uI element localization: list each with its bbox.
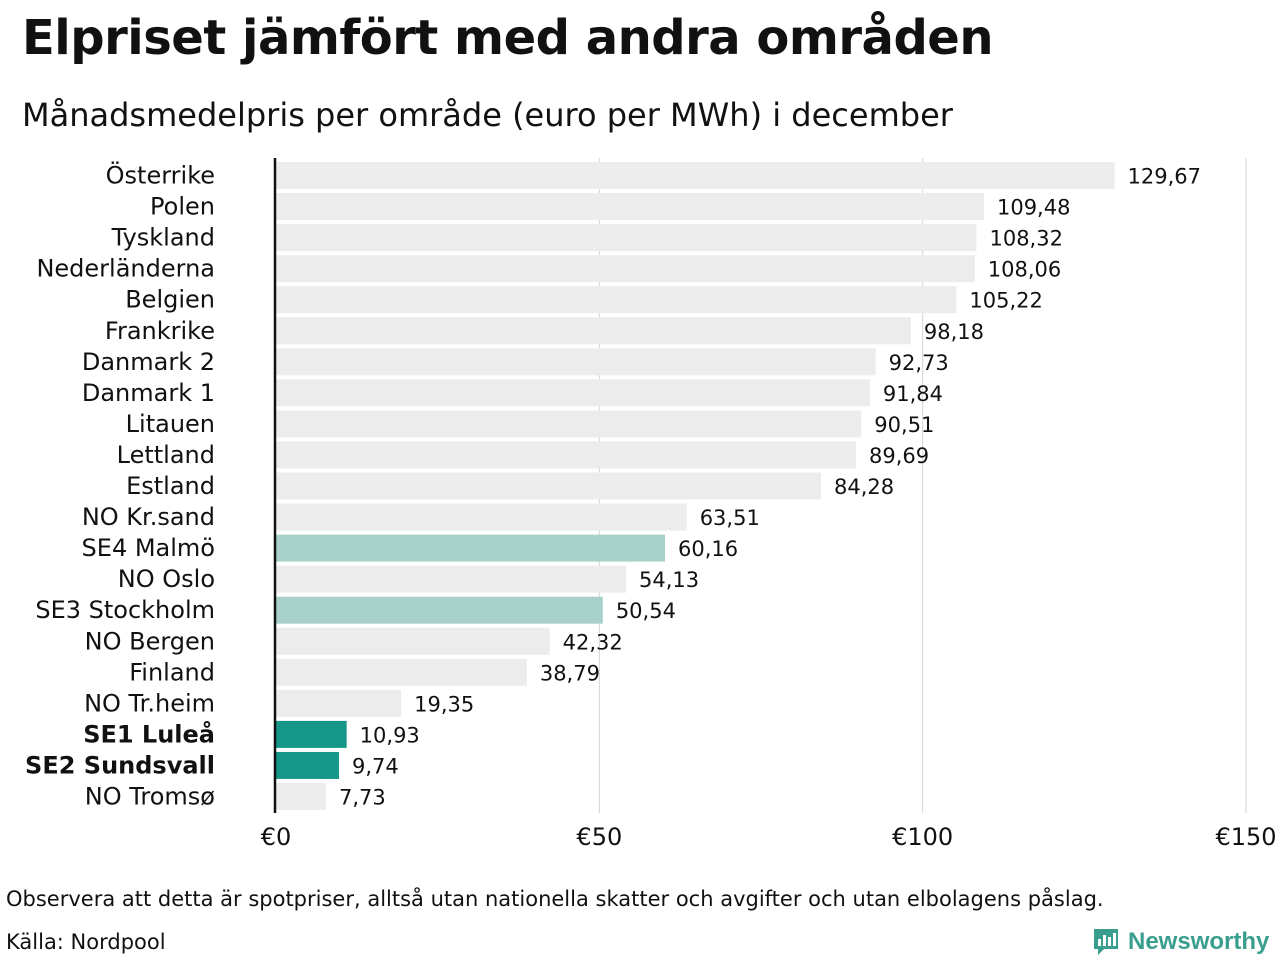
category-label: NO Kr.sand: [82, 503, 215, 531]
value-label: 42,32: [563, 630, 623, 654]
value-label: 89,69: [869, 444, 929, 468]
value-label: 108,06: [988, 258, 1061, 282]
value-label: 38,79: [540, 661, 600, 685]
category-label: Frankrike: [105, 317, 215, 345]
x-tick-label: €0: [261, 823, 292, 851]
category-label: NO Bergen: [85, 627, 215, 655]
bar: [276, 503, 687, 531]
category-label: Österrike: [106, 161, 215, 190]
bar: [276, 472, 822, 500]
bar: [276, 193, 984, 221]
value-label: 7,73: [339, 786, 386, 810]
category-label: Estland: [126, 472, 215, 500]
value-label: 105,22: [969, 289, 1042, 313]
category-label: SE3 Stockholm: [35, 596, 215, 624]
category-label: SE4 Malmö: [82, 534, 215, 562]
bar: [276, 162, 1115, 189]
bar: [276, 596, 603, 624]
brand-logo: Newsworthy: [1092, 926, 1269, 958]
value-label: 9,74: [352, 754, 399, 778]
bar: [276, 627, 550, 655]
bar: [276, 534, 666, 562]
bar: [276, 286, 957, 314]
value-label: 10,93: [360, 723, 420, 747]
value-label: 19,35: [414, 692, 474, 716]
bar: [276, 751, 339, 779]
bar-chart: Österrike 129,67 Polen 109,48 Tyskland 108,32…: [25, 158, 1277, 851]
bar: [276, 317, 911, 345]
bar: [276, 565, 627, 593]
value-label: 98,18: [924, 320, 984, 344]
category-label: SE2 Sundsvall: [25, 751, 215, 779]
bar: [276, 441, 856, 469]
value-label: 63,51: [700, 506, 760, 530]
category-label: NO Tromsø: [85, 783, 215, 811]
x-tick-label: €150: [1215, 823, 1276, 851]
category-label: Tyskland: [111, 224, 215, 252]
category-label: Lettland: [117, 441, 215, 469]
value-label: 60,16: [678, 537, 738, 561]
category-label: Finland: [129, 658, 215, 686]
category-label: Danmark 1: [82, 379, 215, 407]
bar: [276, 224, 977, 252]
newsworthy-logo-icon: [1094, 929, 1118, 955]
value-label: 92,73: [889, 351, 949, 375]
bar: [276, 410, 862, 438]
category-label: Danmark 2: [82, 348, 215, 376]
value-label: 54,13: [639, 568, 699, 592]
category-label: Litauen: [126, 410, 215, 438]
bar: [276, 379, 870, 407]
category-label: NO Tr.heim: [84, 689, 215, 717]
category-label: SE1 Luleå: [83, 719, 215, 748]
value-label: 90,51: [874, 413, 934, 437]
bar: [276, 783, 326, 810]
category-label: NO Oslo: [118, 565, 215, 593]
brand-name: Newsworthy: [1128, 928, 1270, 955]
value-label: 50,54: [616, 599, 676, 623]
category-label: Nederländerna: [36, 255, 215, 283]
value-label: 109,48: [997, 196, 1070, 220]
x-tick-label: €50: [576, 823, 622, 851]
x-tick-label: €100: [892, 823, 953, 851]
bar: [276, 689, 402, 717]
footnote: Observera att detta är spotpriser, allts…: [6, 887, 1104, 911]
bar: [276, 348, 876, 376]
bar: [276, 658, 527, 686]
category-label: Belgien: [125, 286, 215, 314]
value-label: 108,32: [989, 227, 1062, 251]
value-label: 91,84: [883, 382, 943, 406]
chart-title: Elpriset jämfört med andra områden: [22, 10, 994, 66]
bar: [276, 255, 975, 283]
chart-subtitle: Månadsmedelpris per område (euro per MWh…: [22, 96, 953, 134]
source-label: Källa: Nordpool: [6, 930, 166, 954]
value-label: 84,28: [834, 475, 894, 499]
bar: [276, 720, 347, 748]
value-label: 129,67: [1128, 165, 1201, 189]
category-label: Polen: [150, 193, 215, 221]
